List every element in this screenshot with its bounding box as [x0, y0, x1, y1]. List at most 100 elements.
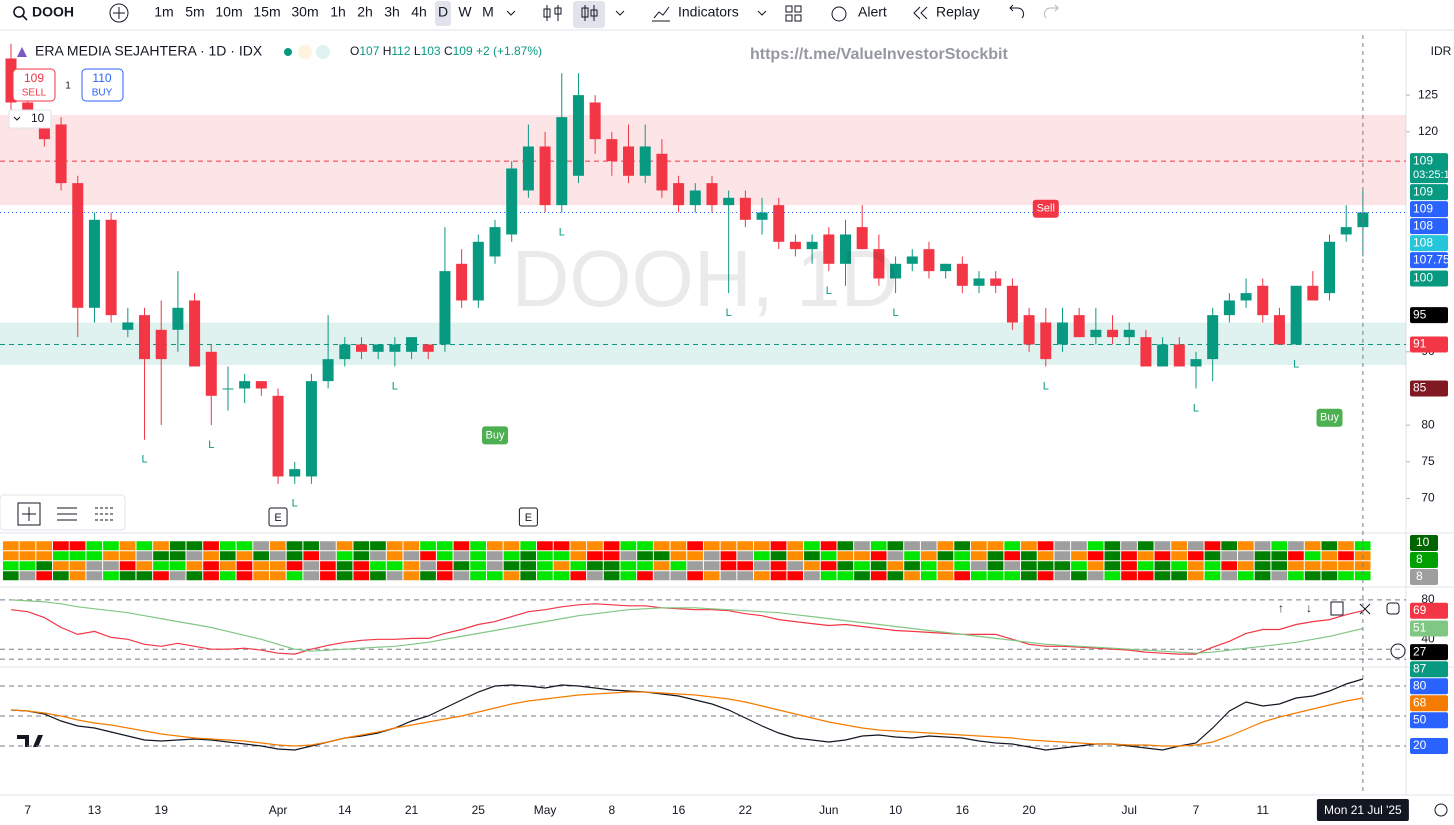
candle-body [1190, 359, 1202, 367]
heatmap-cell [169, 570, 187, 581]
heatmap-cell [252, 560, 270, 571]
candle-body [155, 329, 167, 360]
chevron[interactable] [506, 10, 516, 16]
price-badge-label: 80 [1413, 678, 1427, 692]
candle-body [272, 395, 284, 477]
price-badge-label: 91 [1413, 337, 1427, 351]
compare-button[interactable] [109, 3, 129, 23]
interval-button[interactable]: M [482, 4, 494, 20]
heatmap-cell [102, 540, 120, 551]
redo[interactable] [1043, 4, 1059, 19]
replay-button[interactable]: Replay [936, 4, 980, 20]
candle-body [823, 234, 835, 264]
x-tick-label: Jun [819, 803, 838, 817]
candle-body [5, 58, 17, 103]
low-marker: L [893, 307, 899, 319]
layout-icon[interactable] [785, 5, 802, 22]
interval-button[interactable]: 10m [215, 4, 242, 20]
move-up[interactable]: ↑ [1278, 601, 1284, 615]
interval-button[interactable]: 3h [384, 4, 400, 20]
legend-high: 112 [391, 44, 410, 58]
chevron[interactable] [757, 10, 767, 16]
heatmap-cell [386, 540, 404, 551]
heatmap-cell [35, 540, 53, 551]
candle-style-icon[interactable] [581, 5, 598, 21]
buy-button[interactable] [81, 68, 124, 102]
indicators-button[interactable]: Indicators [678, 4, 739, 20]
tool-icon[interactable] [17, 502, 41, 526]
candle-body [623, 146, 635, 176]
signal-label: Buy [486, 429, 505, 441]
indicator-line [10, 678, 1364, 751]
interval-button[interactable]: W [458, 4, 472, 20]
indicators-icon[interactable] [652, 6, 670, 22]
delete-pane[interactable] [1330, 601, 1344, 616]
heatmap-cell [569, 550, 587, 561]
move-down[interactable]: ↓ [1306, 601, 1312, 615]
heatmap-cell [1220, 550, 1238, 561]
price-badge [1410, 153, 1448, 184]
price-badge-label: 27 [1413, 644, 1427, 658]
heatmap-cell [186, 560, 203, 571]
settings-icon[interactable] [1434, 803, 1448, 817]
candle-body [522, 146, 534, 191]
heatmap-cell [202, 560, 220, 571]
interval-button[interactable]: 5m [185, 4, 204, 20]
alert-icon[interactable] [831, 6, 847, 22]
x-tick-label: 7 [24, 803, 31, 817]
heatmap-badge [1410, 535, 1438, 551]
symbol[interactable]: DOOH [32, 4, 74, 20]
price-badge [1410, 307, 1448, 324]
heatmap-cell [603, 570, 620, 581]
candle-body [1240, 293, 1252, 301]
heatmap-cell [670, 570, 687, 581]
x-tick-label: Mon 21 Jul '25 [1324, 803, 1402, 817]
maximize-pane[interactable] [1386, 602, 1400, 615]
tool-icon[interactable] [57, 507, 77, 521]
heatmap-cell [35, 560, 53, 571]
interval-button[interactable]: 15m [253, 4, 280, 20]
heatmap-cell [670, 560, 687, 571]
heatmap-cell [686, 550, 704, 561]
heatmap-cell [937, 550, 954, 561]
heatmap-cell [202, 550, 220, 561]
y-tick-label: 80 [1421, 592, 1435, 606]
chevron[interactable] [615, 10, 625, 16]
bar-style-icon[interactable] [543, 5, 562, 21]
interval-button[interactable]: 30m [291, 4, 318, 20]
heatmap-cell [102, 560, 120, 571]
collapse-pane[interactable] [1359, 603, 1371, 615]
candle-body [439, 271, 451, 345]
interval-button[interactable]: 1m [154, 4, 173, 20]
y-tick-label: 70 [1421, 491, 1435, 505]
ohlc-legend: O107 H112 L103 C109 +2 (+1.87%) [350, 44, 542, 58]
interval-button[interactable]: 4h [411, 4, 427, 20]
heatmap-cell [619, 560, 637, 571]
sell-button[interactable] [12, 68, 56, 102]
search-icon[interactable] [13, 6, 25, 18]
interval-button[interactable]: 2h [357, 4, 373, 20]
interval-button[interactable]: 1h [330, 4, 346, 20]
replay-icon[interactable] [913, 6, 928, 20]
heatmap-cell [369, 550, 387, 561]
heatmap-cell [486, 540, 504, 551]
tool-icon[interactable] [95, 507, 115, 521]
heatmap-cell [403, 560, 420, 571]
quantity-box[interactable] [8, 109, 52, 129]
price-badge [1410, 201, 1448, 218]
heatmap-cell [1254, 540, 1271, 551]
candle-body [656, 153, 668, 191]
heatmap-cell [987, 560, 1004, 571]
interval-button[interactable]: D [438, 4, 448, 20]
candle-body [572, 95, 584, 176]
add-button[interactable] [1390, 643, 1406, 659]
heatmap-cell [52, 550, 70, 561]
undo[interactable] [1009, 4, 1025, 19]
alert-button[interactable]: Alert [858, 4, 887, 20]
heatmap-cell [987, 570, 1004, 581]
heatmap-cell [836, 570, 854, 581]
candle-body [1073, 315, 1085, 338]
candle-body [372, 344, 384, 352]
heatmap-cell [786, 540, 804, 551]
